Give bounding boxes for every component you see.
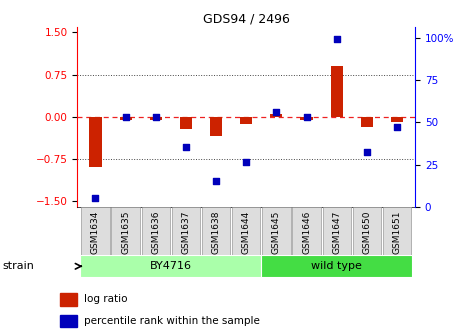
Text: log ratio: log ratio bbox=[84, 294, 128, 304]
FancyBboxPatch shape bbox=[262, 207, 290, 255]
Bar bbox=[261, 255, 412, 277]
Bar bbox=[60, 315, 77, 327]
Text: wild type: wild type bbox=[311, 261, 362, 271]
Title: GDS94 / 2496: GDS94 / 2496 bbox=[203, 13, 290, 26]
Point bbox=[152, 114, 159, 120]
FancyBboxPatch shape bbox=[172, 207, 200, 255]
Bar bbox=[180, 117, 192, 129]
Text: percentile rank within the sample: percentile rank within the sample bbox=[84, 316, 260, 326]
FancyBboxPatch shape bbox=[202, 207, 230, 255]
Text: BY4716: BY4716 bbox=[150, 261, 192, 271]
Point bbox=[303, 114, 310, 120]
Bar bbox=[331, 66, 343, 117]
Text: GSM1634: GSM1634 bbox=[91, 211, 100, 254]
FancyBboxPatch shape bbox=[142, 207, 170, 255]
Text: GSM1644: GSM1644 bbox=[242, 211, 251, 254]
Text: strain: strain bbox=[2, 261, 34, 271]
Point bbox=[393, 124, 401, 130]
FancyBboxPatch shape bbox=[232, 207, 260, 255]
FancyBboxPatch shape bbox=[112, 207, 140, 255]
Bar bbox=[90, 117, 101, 167]
Point bbox=[92, 195, 99, 200]
Bar bbox=[120, 117, 132, 120]
Bar bbox=[361, 117, 373, 127]
Bar bbox=[270, 114, 282, 117]
Point bbox=[272, 109, 280, 114]
Point bbox=[212, 178, 220, 183]
Text: GSM1650: GSM1650 bbox=[363, 211, 371, 254]
Text: GSM1651: GSM1651 bbox=[393, 211, 401, 254]
FancyBboxPatch shape bbox=[292, 207, 321, 255]
Bar bbox=[150, 117, 162, 120]
Text: GSM1646: GSM1646 bbox=[302, 211, 311, 254]
Text: GSM1637: GSM1637 bbox=[182, 211, 190, 254]
Bar bbox=[391, 117, 403, 122]
Point bbox=[242, 160, 250, 165]
FancyBboxPatch shape bbox=[323, 207, 351, 255]
Text: GSM1635: GSM1635 bbox=[121, 211, 130, 254]
Point bbox=[333, 37, 340, 42]
FancyBboxPatch shape bbox=[383, 207, 411, 255]
Point bbox=[122, 114, 129, 120]
Point bbox=[182, 144, 189, 150]
FancyBboxPatch shape bbox=[353, 207, 381, 255]
Bar bbox=[301, 117, 312, 120]
Text: GSM1638: GSM1638 bbox=[212, 211, 220, 254]
FancyBboxPatch shape bbox=[81, 207, 110, 255]
Text: GSM1647: GSM1647 bbox=[332, 211, 341, 254]
Bar bbox=[240, 117, 252, 124]
Text: GSM1645: GSM1645 bbox=[272, 211, 281, 254]
Point bbox=[363, 150, 371, 155]
Bar bbox=[60, 293, 77, 305]
Text: GSM1636: GSM1636 bbox=[151, 211, 160, 254]
Bar bbox=[80, 255, 261, 277]
Bar bbox=[210, 117, 222, 136]
